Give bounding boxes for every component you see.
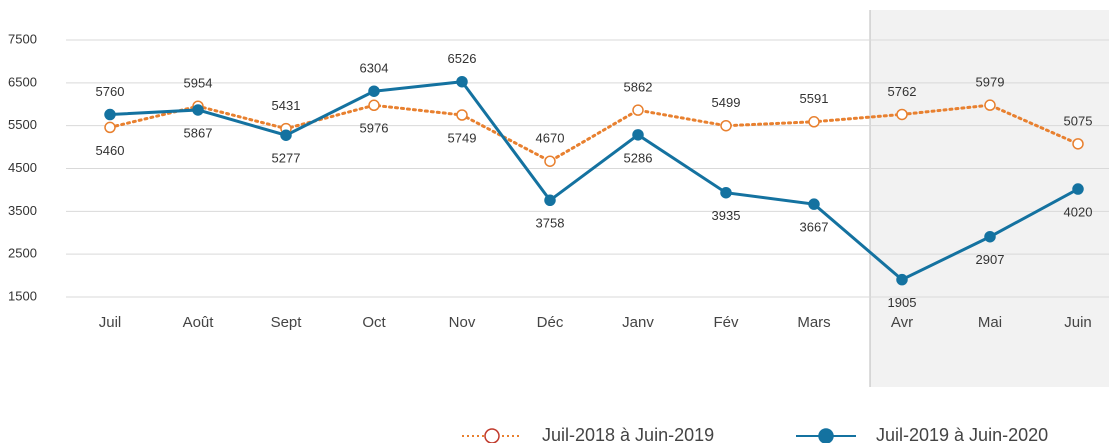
data-label: 1905 xyxy=(888,295,917,310)
data-point xyxy=(368,99,380,112)
x-tick-label: Sept xyxy=(271,314,303,331)
data-label: 4670 xyxy=(536,131,565,146)
data-label: 5762 xyxy=(888,84,917,99)
y-tick-label: 1500 xyxy=(8,288,37,303)
data-point xyxy=(104,121,116,134)
data-point xyxy=(280,129,292,141)
data-point xyxy=(984,99,996,111)
data-label: 5499 xyxy=(712,95,741,110)
y-tick-label: 6500 xyxy=(8,74,37,89)
data-label: 5976 xyxy=(360,121,389,136)
y-tick-label: 7500 xyxy=(8,31,37,46)
data-point xyxy=(808,198,820,210)
highlight-region xyxy=(870,10,1109,387)
data-label: 3935 xyxy=(712,208,741,223)
data-point xyxy=(896,273,908,286)
y-tick-label: 2500 xyxy=(8,246,37,261)
data-label: 6304 xyxy=(360,61,389,76)
legend-label: Juil-2019 à Juin-2020 xyxy=(876,425,1048,443)
data-point xyxy=(720,186,732,199)
data-label: 5862 xyxy=(624,80,653,95)
data-point xyxy=(368,85,380,97)
x-tick-label: Janv xyxy=(622,314,654,331)
data-point xyxy=(104,108,116,121)
x-tick-label: Avr xyxy=(891,314,913,331)
y-tick-label: 4500 xyxy=(8,160,37,175)
data-label: 5749 xyxy=(448,130,477,145)
series-line xyxy=(108,80,1080,282)
legend-label: Juil-2018 à Juin-2019 xyxy=(542,425,714,443)
data-label: 5286 xyxy=(624,150,653,165)
data-point xyxy=(544,194,556,207)
data-point xyxy=(1072,183,1084,195)
data-label: 5460 xyxy=(96,143,125,158)
data-label: 5277 xyxy=(272,151,301,166)
x-tick-label: Mars xyxy=(797,314,830,331)
data-label: 3758 xyxy=(536,216,565,231)
data-label: 5954 xyxy=(184,76,213,91)
data-label: 3667 xyxy=(800,220,829,235)
data-label: 5075 xyxy=(1064,113,1093,128)
data-label: 2907 xyxy=(976,252,1005,267)
x-tick-label: Juin xyxy=(1064,314,1092,331)
x-tick-label: Déc xyxy=(537,314,564,331)
legend-marker xyxy=(484,428,500,443)
data-label: 5591 xyxy=(800,91,829,106)
data-point xyxy=(1072,138,1084,150)
data-label: 5431 xyxy=(272,98,301,113)
series-line xyxy=(108,103,1080,163)
legend-marker xyxy=(818,428,834,443)
x-tick-label: Mai xyxy=(978,314,1002,331)
data-label: 5979 xyxy=(976,75,1005,90)
data-point xyxy=(808,116,820,128)
x-tick-label: Juil xyxy=(99,314,122,331)
y-tick-label: 3500 xyxy=(8,203,37,218)
data-label: 4020 xyxy=(1064,204,1093,219)
data-point xyxy=(544,155,556,167)
data-label: 5760 xyxy=(96,84,125,99)
data-label: 5867 xyxy=(184,125,213,140)
data-point xyxy=(192,104,204,116)
data-point xyxy=(632,104,644,116)
data-point xyxy=(984,230,996,243)
data-point xyxy=(632,129,644,141)
data-point xyxy=(456,109,468,121)
x-tick-label: Août xyxy=(183,314,215,331)
data-point xyxy=(720,119,732,132)
data-label: 6526 xyxy=(448,51,477,66)
x-tick-label: Oct xyxy=(362,314,386,331)
x-tick-label: Nov xyxy=(449,314,476,331)
data-point xyxy=(896,108,908,121)
x-tick-label: Fév xyxy=(713,314,739,331)
y-tick-label: 5500 xyxy=(8,117,37,132)
data-point xyxy=(456,75,468,88)
